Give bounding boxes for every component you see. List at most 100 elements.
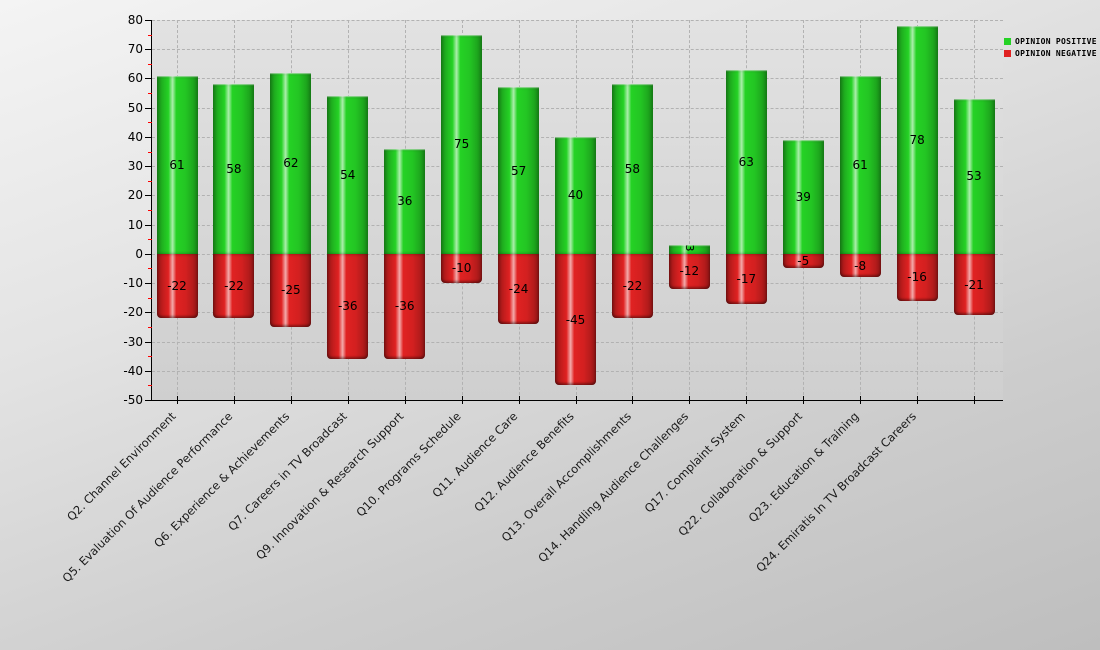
bar-negative-segment [896,253,938,301]
x-axis-category-label: Q10. Programs Schedule [352,409,464,520]
bar-value-label: -45 [565,312,586,327]
x-axis-tick [689,396,691,404]
y-axis-major-tick [145,341,152,343]
bar-negative-segment [384,253,426,360]
y-axis-minor-tick [148,63,152,65]
bar-positive-segment [953,98,995,254]
bar-positive-segment [782,139,824,254]
y-axis-tick-label: 70 [127,42,143,57]
bar-negative-segment [213,253,255,319]
y-axis-tick-label: -50 [123,393,143,407]
y-axis-major-tick [145,370,152,372]
horizontal-gridline [152,20,1003,21]
y-axis-minor-tick [148,268,152,270]
bar-negative-segment [555,253,596,386]
legend-label-positive: OPINION POSITIVE [1015,36,1097,46]
y-axis-tick-label: 50 [127,100,143,115]
bar-positive-segment [611,84,653,254]
legend-item-positive: OPINION POSITIVE [1004,36,1097,46]
bar-positive-segment [441,34,483,254]
bar-value-label: 75 [454,137,470,152]
bar-negative-segment [270,253,312,327]
bar-value-label: -25 [281,283,301,298]
bar-negative-segment [782,253,824,269]
bar-value-label: -12 [679,264,700,279]
x-axis-tick [347,396,349,404]
x-axis-tick [518,396,520,404]
y-axis-tick-label: 20 [127,188,143,203]
y-axis-minor-tick [148,385,152,387]
bar-value-label: -36 [337,299,358,314]
bar-value-label: 78 [909,132,925,147]
bar-value-label: 57 [510,163,527,178]
bar-negative-segment [839,253,881,278]
bar-positive-segment [725,69,767,254]
bar-value-label: 63 [738,154,754,169]
legend: OPINION POSITIVE OPINION NEGATIVE [1004,36,1097,60]
y-axis-tick-label: -40 [123,363,143,378]
bar-positive-segment [270,72,312,254]
x-axis-tick [632,396,634,404]
bar-value-label: 53 [966,169,982,184]
x-axis-category-label: Q12. Audience Benefits [471,409,578,515]
bar-value-label: 61 [169,157,185,172]
bar-value-label: -36 [394,299,415,314]
bar-value-label: 36 [397,194,413,209]
x-axis-tick [233,396,235,404]
bar-positive-segment [156,75,198,254]
y-axis-tick-label: -10 [123,276,143,291]
y-axis-major-tick [145,312,152,314]
y-axis-major-tick [145,253,152,255]
y-axis-major-tick [145,78,152,80]
bar-negative-segment [668,253,710,289]
horizontal-gridline [152,107,1003,109]
bar-positive-segment [384,148,426,254]
bar-positive-segment [896,25,938,254]
y-axis-tick-label: 10 [127,217,143,232]
x-axis-tick [575,396,577,404]
x-axis-tick [803,396,805,404]
legend-swatch-positive [1004,37,1011,45]
x-axis-tick [461,396,463,404]
y-axis-major-tick [145,195,152,197]
y-axis-major-tick [145,107,152,109]
bar-negative-segment [725,253,767,304]
y-axis-major-tick [145,136,152,138]
bar-value-label: 54 [340,167,356,182]
y-axis-major-tick [145,20,152,21]
y-axis-minor-tick [148,326,152,328]
legend-swatch-negative [1004,49,1011,57]
x-axis-tick [404,396,406,404]
x-axis-category-label: Q2. Channel Environment [64,409,179,524]
bar-value-label: 62 [283,156,299,171]
bar-positive-segment [668,245,710,254]
bar-value-label: -24 [508,281,529,296]
legend-item-negative: OPINION NEGATIVE [1004,48,1097,58]
bar-negative-segment [953,253,995,316]
y-axis-major-tick [145,400,152,401]
bar-value-label: -17 [736,271,757,286]
bar-value-label: 58 [624,162,641,177]
x-axis-category-label: Q7. Careers in TV Broadcast [224,409,350,534]
x-axis-tick [917,396,919,404]
y-axis-minor-tick [148,239,152,241]
bar-value-label: -10 [451,261,472,276]
bar-value-label: 58 [226,162,242,177]
y-axis-minor-tick [148,34,152,36]
x-axis-category-label: Q17. Complaint System [641,409,748,516]
bar-positive-segment [213,84,255,254]
bar-value-label: -22 [622,279,643,293]
vertical-gridline [689,20,691,400]
bar-value-label: 40 [567,188,584,203]
y-axis-tick-label: -20 [123,305,143,320]
bar-negative-segment [327,253,369,360]
x-axis-tick [860,396,862,404]
y-axis-minor-tick [148,210,152,211]
y-axis-tick-label: 0 [135,246,143,261]
bar-negative-segment [498,253,540,324]
bar-value-label: -22 [224,279,244,293]
bar-value-label: -21 [964,277,984,292]
y-axis-minor-tick [148,356,152,358]
y-axis-minor-tick [148,297,152,299]
